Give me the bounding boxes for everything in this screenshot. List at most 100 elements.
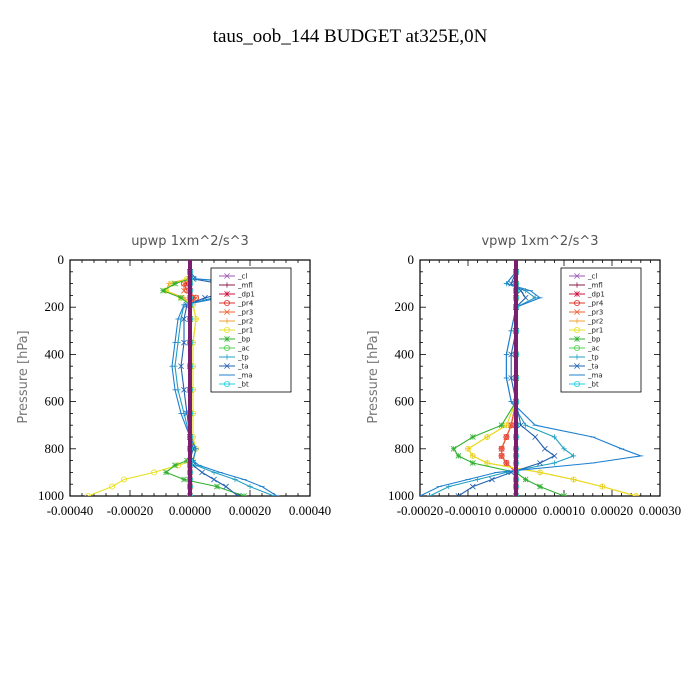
vpwp-point-pr2: [633, 493, 639, 496]
upwp-point-pr3: [193, 294, 199, 301]
upwp-legend-label: _cl: [237, 273, 247, 281]
vpwp-xtick-label: 0.00010: [543, 503, 585, 518]
vpwp-point-ta: [508, 351, 515, 358]
vpwp-legend-marker: [574, 299, 581, 306]
vpwp-legend-label: _cl: [587, 273, 597, 281]
upwp-point-bp: [172, 280, 178, 287]
vpwp-point-bp: [469, 460, 476, 466]
vpwp-legend-marker: [574, 273, 580, 279]
vpwp-legend-marker: [574, 354, 580, 360]
vpwp-legend-label: _dp1: [587, 291, 605, 299]
vpwp-title: vpwp 1xm^2/s^3: [481, 234, 598, 249]
vpwp-point-pr1: [464, 445, 471, 452]
upwp-axes: 0 200 400 600 800 1000-0.00040 -0.00020 0.00000…: [38, 252, 331, 518]
upwp-ytick-label: 0: [58, 252, 65, 267]
upwp-ytick-label: 400: [45, 346, 65, 361]
upwp-legend-marker: [223, 344, 230, 351]
upwp-legend-marker: [223, 299, 230, 306]
vpwp-plot-area: [420, 260, 644, 496]
upwp-point-ta: [235, 493, 241, 496]
vpwp-legend-label: _pr1: [587, 327, 603, 335]
vpwp-point-tp: [571, 453, 577, 459]
vpwp-legend-marker: [574, 363, 580, 369]
upwp-legend-label: _pr4: [237, 300, 254, 308]
vpwp-axes: 0 200 400 600 800 1000-0.00020 -0.00010 0.00000…: [388, 252, 681, 518]
vpwp-legend-label: _pr4: [587, 300, 604, 308]
upwp-legend-label: _dp1: [237, 291, 255, 299]
vpwp-point-ta: [517, 422, 524, 429]
vpwp-legend-marker: [574, 326, 581, 333]
vpwp-legend-label: _ac: [587, 345, 600, 353]
upwp-ytick-label: 1000: [38, 488, 64, 503]
upwp-legend-marker: [224, 282, 230, 288]
vpwp-legend-label: _pr3: [587, 309, 603, 317]
vpwp-ytick-label: 200: [395, 299, 415, 314]
upwp-point-bp: [163, 469, 169, 476]
vpwp-legend-marker: [574, 282, 580, 288]
upwp-legend-marker: [224, 273, 230, 279]
vpwp-point-ta: [508, 375, 515, 381]
vpwp-xtick-label: -0.00020: [397, 503, 444, 518]
upwp-title: upwp 1xm^2/s^3: [131, 234, 249, 249]
upwp-legend-marker: [224, 318, 230, 324]
vpwp-point-pr4: [503, 433, 510, 440]
vpwp-point-ta: [489, 476, 495, 483]
upwp-panel: upwp 1xm^2/s^3 Pressure [hPa] 0 200 400 600…: [16, 234, 331, 518]
vpwp-legend-marker: [574, 380, 581, 387]
vpwp-legend: _cl_mfl_dp1_pr4_pr3_pr2_pr1_bp_ac_tp_ta_…: [560, 267, 642, 393]
upwp-legend-marker: [223, 380, 230, 387]
vpwp-point-ta: [469, 483, 476, 490]
vpwp-point-pr1: [599, 483, 606, 490]
upwp-legend-label: _ac: [237, 345, 250, 353]
vpwp-point-bp: [455, 452, 462, 459]
vpwp-point-ta: [541, 445, 548, 452]
vpwp-legend-marker: [574, 309, 580, 315]
vpwp-point-ta: [455, 493, 462, 496]
vpwp-legend-label: _tp: [587, 354, 599, 362]
upwp-point-ta: [199, 469, 205, 476]
vpwp-ytick-label: 400: [395, 346, 415, 361]
upwp-point-ta: [223, 483, 229, 490]
vpwp-point-bp: [537, 483, 543, 490]
vpwp-point-ta: [532, 434, 539, 440]
vpwp-legend-label: _bp: [587, 336, 601, 344]
upwp-legend-label: _tp: [237, 354, 249, 362]
vpwp-legend-marker: [574, 344, 581, 351]
upwp-legend-marker: [224, 363, 230, 369]
upwp-point-bp: [241, 493, 247, 496]
upwp-legend-marker: [224, 354, 230, 360]
upwp-legend-label: _pr3: [237, 309, 253, 317]
upwp-legend-label: _pr2: [237, 318, 253, 326]
upwp-point-tp: [247, 483, 253, 490]
upwp-legend-label: _bp: [237, 336, 251, 344]
upwp-point-bp: [160, 287, 166, 294]
vpwp-point-pr3: [498, 452, 505, 459]
vpwp-xtick-label: 0.00020: [591, 503, 633, 518]
vpwp-legend-marker: [574, 336, 580, 342]
vpwp-point-tp: [427, 493, 433, 496]
vpwp-ytick-label: 600: [395, 394, 415, 409]
vpwp-point-pr3: [508, 422, 515, 429]
vpwp-point-pr3: [498, 445, 505, 452]
vpwp-panel: vpwp 1xm^2/s^3 Pressure [hPa] 0 200 400 600…: [366, 234, 681, 518]
upwp-legend-marker: [224, 336, 230, 342]
upwp-point-pr3: [181, 287, 187, 294]
vpwp-point-tp: [475, 476, 481, 483]
vpwp-xtick-label: 0.00000: [495, 503, 537, 518]
vpwp-point-tp: [551, 460, 557, 466]
upwp-y-axis-label: Pressure [hPa]: [16, 330, 31, 423]
vpwp-point-ta: [537, 460, 543, 466]
vpwp-legend-marker: [574, 291, 580, 297]
upwp-point-bp: [178, 294, 184, 301]
vpwp-legend-marker: [574, 318, 580, 324]
upwp-point-pr1: [192, 315, 199, 322]
upwp-point-bp: [172, 462, 178, 469]
vpwp-ytick-label: 1000: [388, 488, 414, 503]
vpwp-xtick-label: -0.00010: [445, 503, 492, 518]
upwp-point-ta: [202, 294, 208, 301]
vpwp-point-bp: [522, 476, 529, 483]
upwp-ytick-label: 800: [45, 441, 65, 456]
vpwp-legend-label: _ta: [587, 363, 599, 371]
vpwp-point-pr1: [484, 433, 491, 440]
upwp-point-pr1: [85, 493, 91, 496]
